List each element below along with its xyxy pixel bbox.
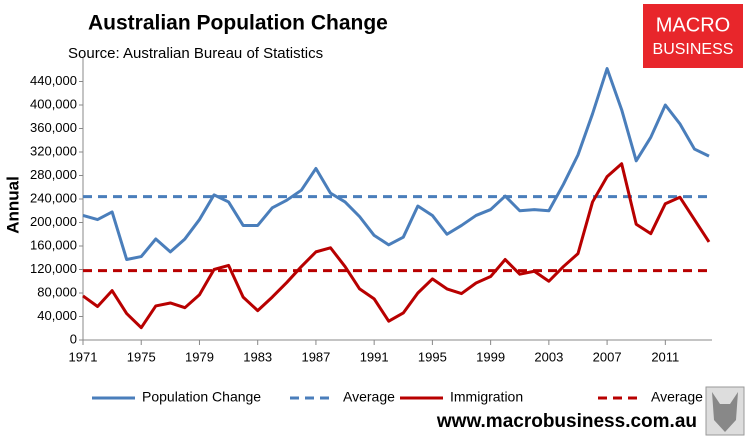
x-tick-label: 2011 (651, 349, 679, 364)
x-tick-label: 1995 (418, 349, 447, 364)
y-tick-label: 40,000 (37, 308, 77, 323)
x-tick-label: 1979 (185, 349, 214, 364)
logo-text: BUSINESS (653, 41, 734, 58)
logo-text: MACRO (656, 14, 730, 36)
y-tick-label: 400,000 (30, 96, 77, 111)
legend-label: Average (651, 389, 703, 405)
x-tick-label: 2007 (593, 349, 622, 364)
y-tick-label: 160,000 (30, 237, 77, 252)
y-tick-label: 240,000 (30, 190, 77, 205)
x-tick-label: 1983 (243, 349, 272, 364)
y-tick-label: 120,000 (30, 261, 77, 276)
series-line (82, 162, 711, 330)
chart-title: Australian Population Change (88, 12, 388, 35)
y-tick-label: 280,000 (30, 167, 77, 182)
series-line (82, 67, 710, 262)
website: www.macrobusiness.com.au (436, 411, 697, 432)
y-tick-label: 320,000 (30, 143, 77, 158)
x-tick-label: 2003 (534, 349, 563, 364)
legend-label: Population Change (142, 389, 261, 405)
x-tick-label: 1987 (301, 349, 330, 364)
y-tick-label: 440,000 (30, 73, 77, 88)
y-tick-label: 80,000 (37, 284, 77, 299)
y-tick-label: 360,000 (30, 120, 77, 135)
x-tick-label: 1999 (476, 349, 505, 364)
legend-label: Immigration (450, 389, 523, 405)
wolf-icon-shape (712, 392, 738, 432)
x-tick-label: 1971 (69, 349, 98, 364)
chart-subtitle: Source: Australian Bureau of Statistics (68, 45, 323, 62)
y-axis-label: Annual (3, 176, 22, 234)
x-tick-label: 1975 (127, 349, 156, 364)
legend-label: Average (343, 389, 395, 405)
x-tick-label: 1991 (360, 349, 389, 364)
y-tick-label: 0 (70, 331, 77, 346)
y-tick-label: 200,000 (30, 214, 77, 229)
logo-box (643, 4, 743, 68)
